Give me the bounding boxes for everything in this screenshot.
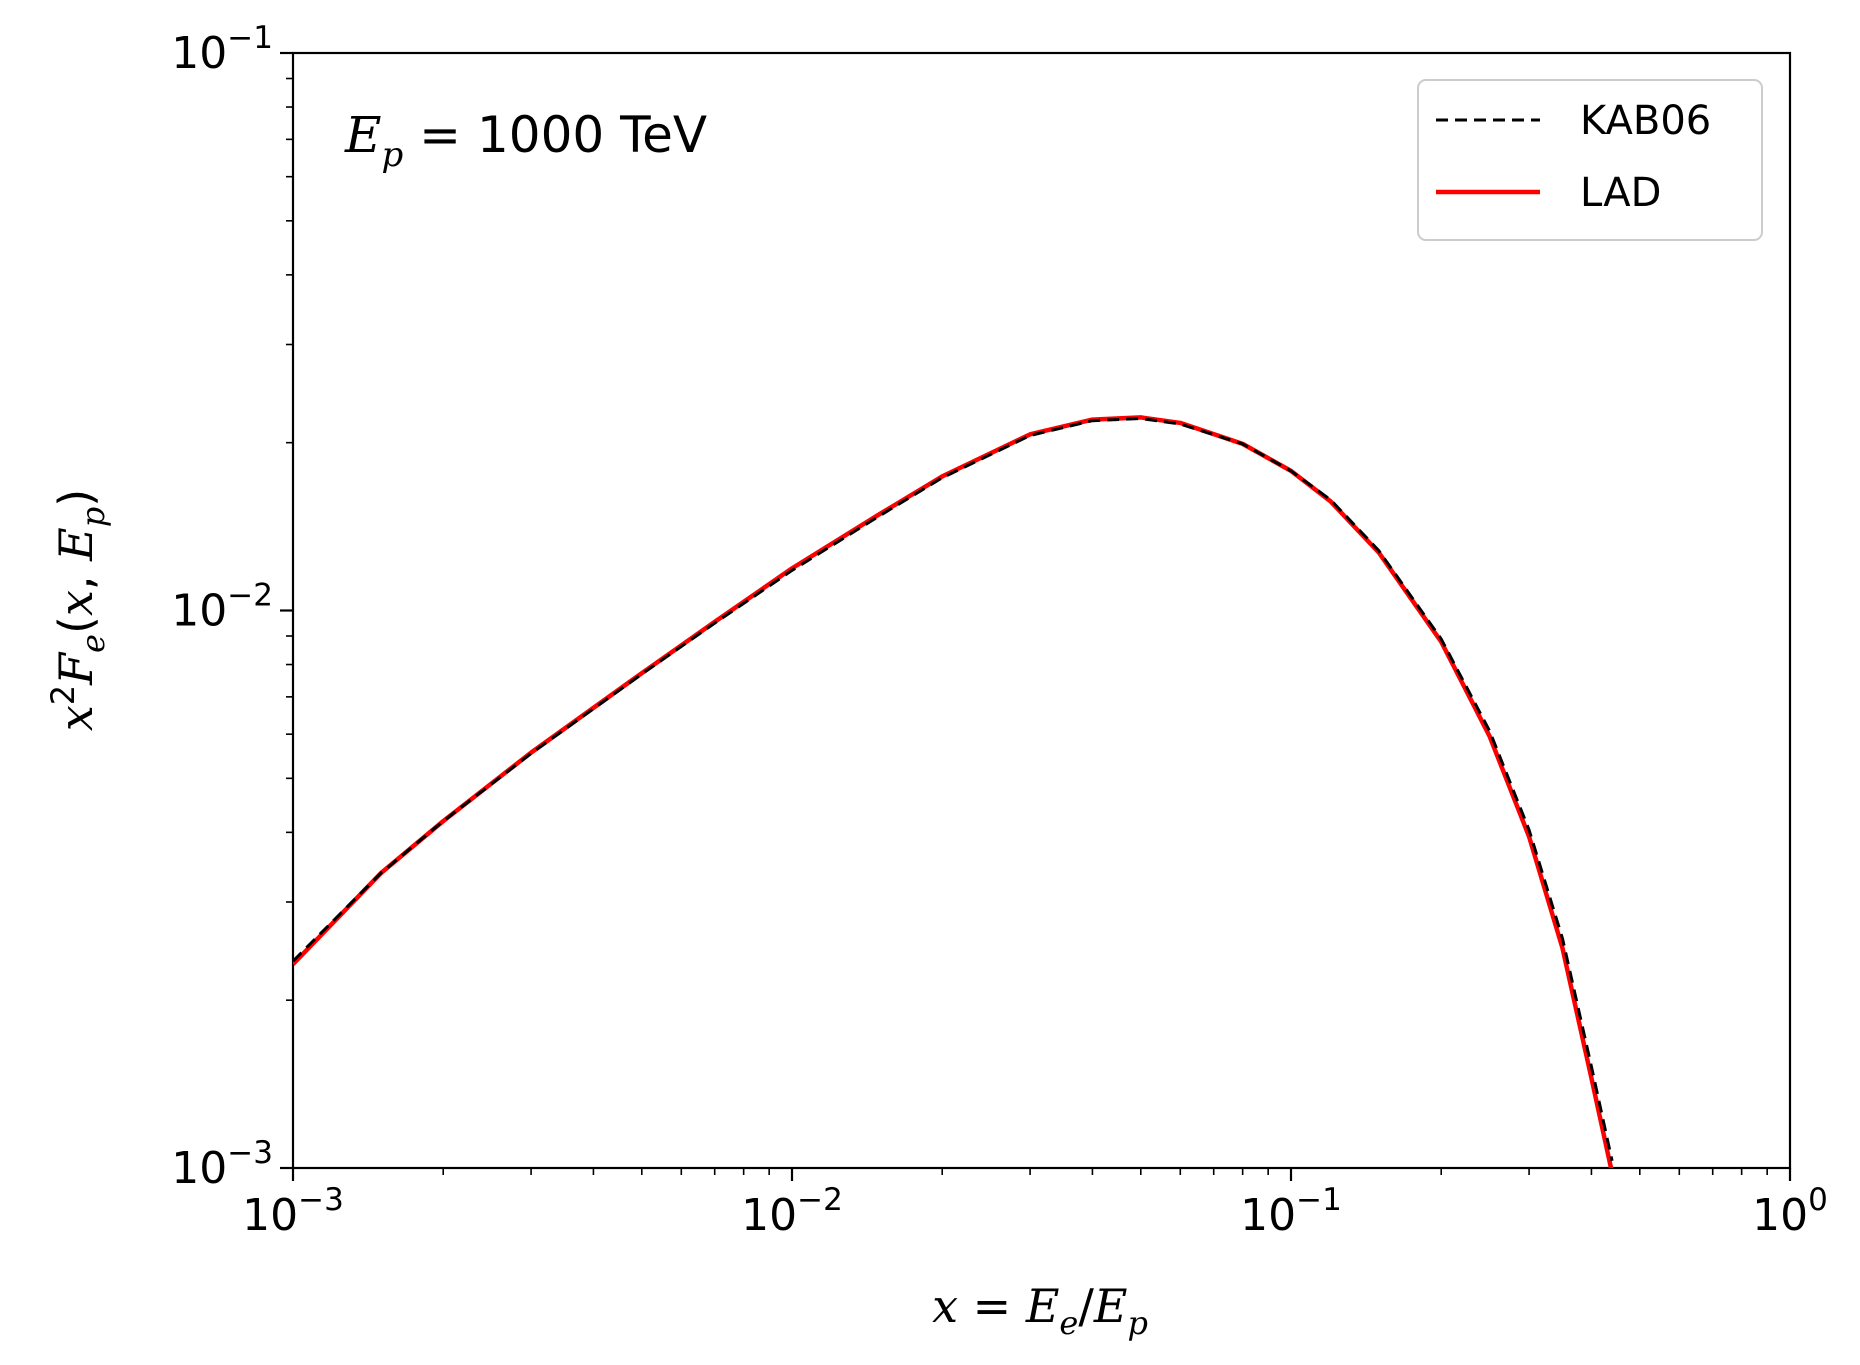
legend-label-kab06: KAB06 (1580, 98, 1711, 144)
y-tick-label: 10−2 (171, 578, 273, 637)
energy-annotation: Ep = 1000 TeV (344, 106, 707, 175)
legend-label-lad: LAD (1580, 170, 1661, 216)
tick-labels: 10−3 10−2 10−1 100 10−3 10−2 10−1 (171, 20, 1828, 1241)
series-line-lad (293, 415, 1614, 1168)
axis-ticks (280, 51, 1792, 1181)
y-tick-label: 10−1 (171, 20, 273, 79)
y-axis-label: x2Fe(x, Ep) (44, 489, 112, 731)
series-line-kab06 (293, 416, 1614, 1162)
x-axis-label: x = Ee/Ep (932, 1279, 1148, 1342)
legend: KAB06 LAD (1417, 79, 1763, 241)
x-tick-label: 10−1 (1240, 1182, 1342, 1241)
x-tick-label: 10−2 (741, 1182, 843, 1241)
x-tick-label: 100 (1752, 1182, 1828, 1241)
y-tick-label: 10−3 (171, 1135, 273, 1194)
x-tick-label: 10−3 (242, 1182, 344, 1241)
